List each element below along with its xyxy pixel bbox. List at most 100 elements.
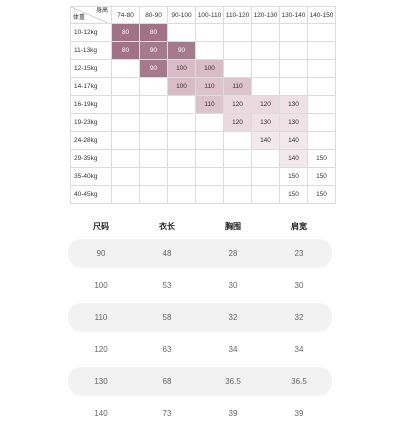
grid-cell: [111, 113, 140, 132]
weight-label: 10-12kg: [70, 23, 112, 42]
height-axis-label: 身高: [95, 8, 108, 14]
grid-cell: 140: [279, 131, 308, 150]
grid-cell: [279, 59, 308, 78]
height-header: 74-80: [111, 6, 140, 24]
grid-cell: [307, 95, 336, 114]
grid-cell: 130: [251, 113, 280, 132]
grid-cell: 90: [139, 59, 168, 78]
shoulder-value: 34: [294, 345, 304, 354]
grid-cell: [111, 167, 140, 186]
grid-cell: [167, 113, 196, 132]
measurement-row: 110 58 32 32: [68, 303, 332, 332]
grid-cell: 80: [111, 41, 140, 60]
grid-cell: 120: [223, 95, 252, 114]
grid-cell: [279, 77, 308, 96]
size-value: 130: [94, 377, 108, 386]
grid-cell: [139, 113, 168, 132]
grid-cell: [279, 23, 308, 42]
height-header: 120-130: [251, 6, 280, 24]
grid-cell: 80: [111, 23, 140, 42]
grid-cell: [279, 41, 308, 60]
grid-row: 35-40kg 150 150: [70, 167, 336, 186]
grid-cell: 90: [167, 41, 196, 60]
grid-cell: [223, 131, 252, 150]
grid-cell: 110: [223, 77, 252, 96]
grid-cell: [111, 59, 140, 78]
header-length: 衣长: [159, 221, 175, 231]
weight-axis-label: 体重: [73, 15, 86, 21]
grid-cell: [139, 131, 168, 150]
grid-cell: [251, 59, 280, 78]
grid-cell: 150: [307, 167, 336, 186]
grid-cell: [111, 149, 140, 168]
length-value: 73: [162, 409, 172, 418]
grid-cell: [307, 41, 336, 60]
length-value: 68: [162, 377, 172, 386]
grid-cell: [251, 149, 280, 168]
grid-cell: 140: [251, 131, 280, 150]
grid-cell: [223, 59, 252, 78]
height-header: 80-90: [139, 6, 168, 24]
grid-cell: 130: [279, 95, 308, 114]
grid-row: 24-28kg 140 140: [70, 131, 336, 150]
grid-cell: [195, 149, 224, 168]
grid-cell: 90: [139, 41, 168, 60]
chest-value: 28: [228, 249, 238, 258]
grid-cell: 100: [167, 59, 196, 78]
weight-label: 19-23kg: [70, 113, 112, 132]
diagonal-divider: [71, 7, 108, 23]
grid-row: 29-35kg 140 150: [70, 149, 336, 168]
grid-cell: [223, 41, 252, 60]
grid-cell: [251, 23, 280, 42]
height-header: 90-100: [167, 6, 196, 24]
grid-cell: 130: [279, 113, 308, 132]
grid-cell: [307, 77, 336, 96]
grid-cell: [223, 167, 252, 186]
grid-row: 14-17kg 100 110 110: [70, 77, 336, 96]
grid-cell: [307, 59, 336, 78]
measurement-row: 100 53 30 30: [68, 271, 332, 300]
grid-cell: [111, 77, 140, 96]
shoulder-value: 36.5: [291, 377, 307, 386]
grid-body: 10-12kg 80 80 11-13kg 80 90 90 12-15kg 90 100 100 1…: [70, 23, 336, 204]
grid-cell: 150: [307, 185, 336, 204]
size-value: 100: [94, 281, 108, 290]
grid-cell: [139, 77, 168, 96]
chest-value: 30: [228, 281, 238, 290]
grid-cell: [251, 41, 280, 60]
weight-label: 24-28kg: [70, 131, 112, 150]
grid-cell: 120: [223, 113, 252, 132]
size-value: 90: [96, 249, 106, 258]
weight-label: 11-13kg: [70, 41, 112, 60]
grid-cell: [111, 95, 140, 114]
weight-label: 16-19kg: [70, 95, 112, 114]
grid-row: 10-12kg 80 80: [70, 23, 336, 42]
header-chest: 胸围: [225, 221, 241, 231]
grid-cell: [251, 77, 280, 96]
shoulder-value: 23: [294, 249, 304, 258]
grid-cell: [307, 23, 336, 42]
grid-cell: [195, 23, 224, 42]
grid-cell: 100: [167, 77, 196, 96]
grid-cell: 140: [279, 149, 308, 168]
shoulder-value: 32: [294, 313, 304, 322]
grid-cell: 150: [279, 185, 308, 204]
grid-cell: [167, 149, 196, 168]
header-shoulder: 肩宽: [291, 221, 307, 231]
size-recommendation-grid: 身高 体重 74-80 80-90 90-100 100-110 110-120…: [70, 6, 336, 204]
grid-cell: [139, 149, 168, 168]
grid-row: 40-45kg 150 150: [70, 185, 336, 204]
measurement-row: 90 48 28 23: [68, 239, 332, 268]
height-header: 100-110: [195, 6, 224, 24]
grid-cell: [251, 167, 280, 186]
grid-cell: [139, 95, 168, 114]
measurement-header-row: 尺码 衣长 胸围 肩宽: [68, 216, 332, 236]
grid-row: 12-15kg 90 100 100: [70, 59, 336, 78]
height-header: 130-140: [279, 6, 308, 24]
grid-row: 16-19kg 110 120 120 130: [70, 95, 336, 114]
grid-corner-cell: 身高 体重: [70, 6, 112, 24]
measurement-table: 尺码 衣长 胸围 肩宽 90 48 28 23 100 53 30 30 110 58 32 32 12…: [68, 216, 332, 428]
weight-label: 35-40kg: [70, 167, 112, 186]
height-header: 110-120: [223, 6, 252, 24]
grid-cell: [195, 185, 224, 204]
